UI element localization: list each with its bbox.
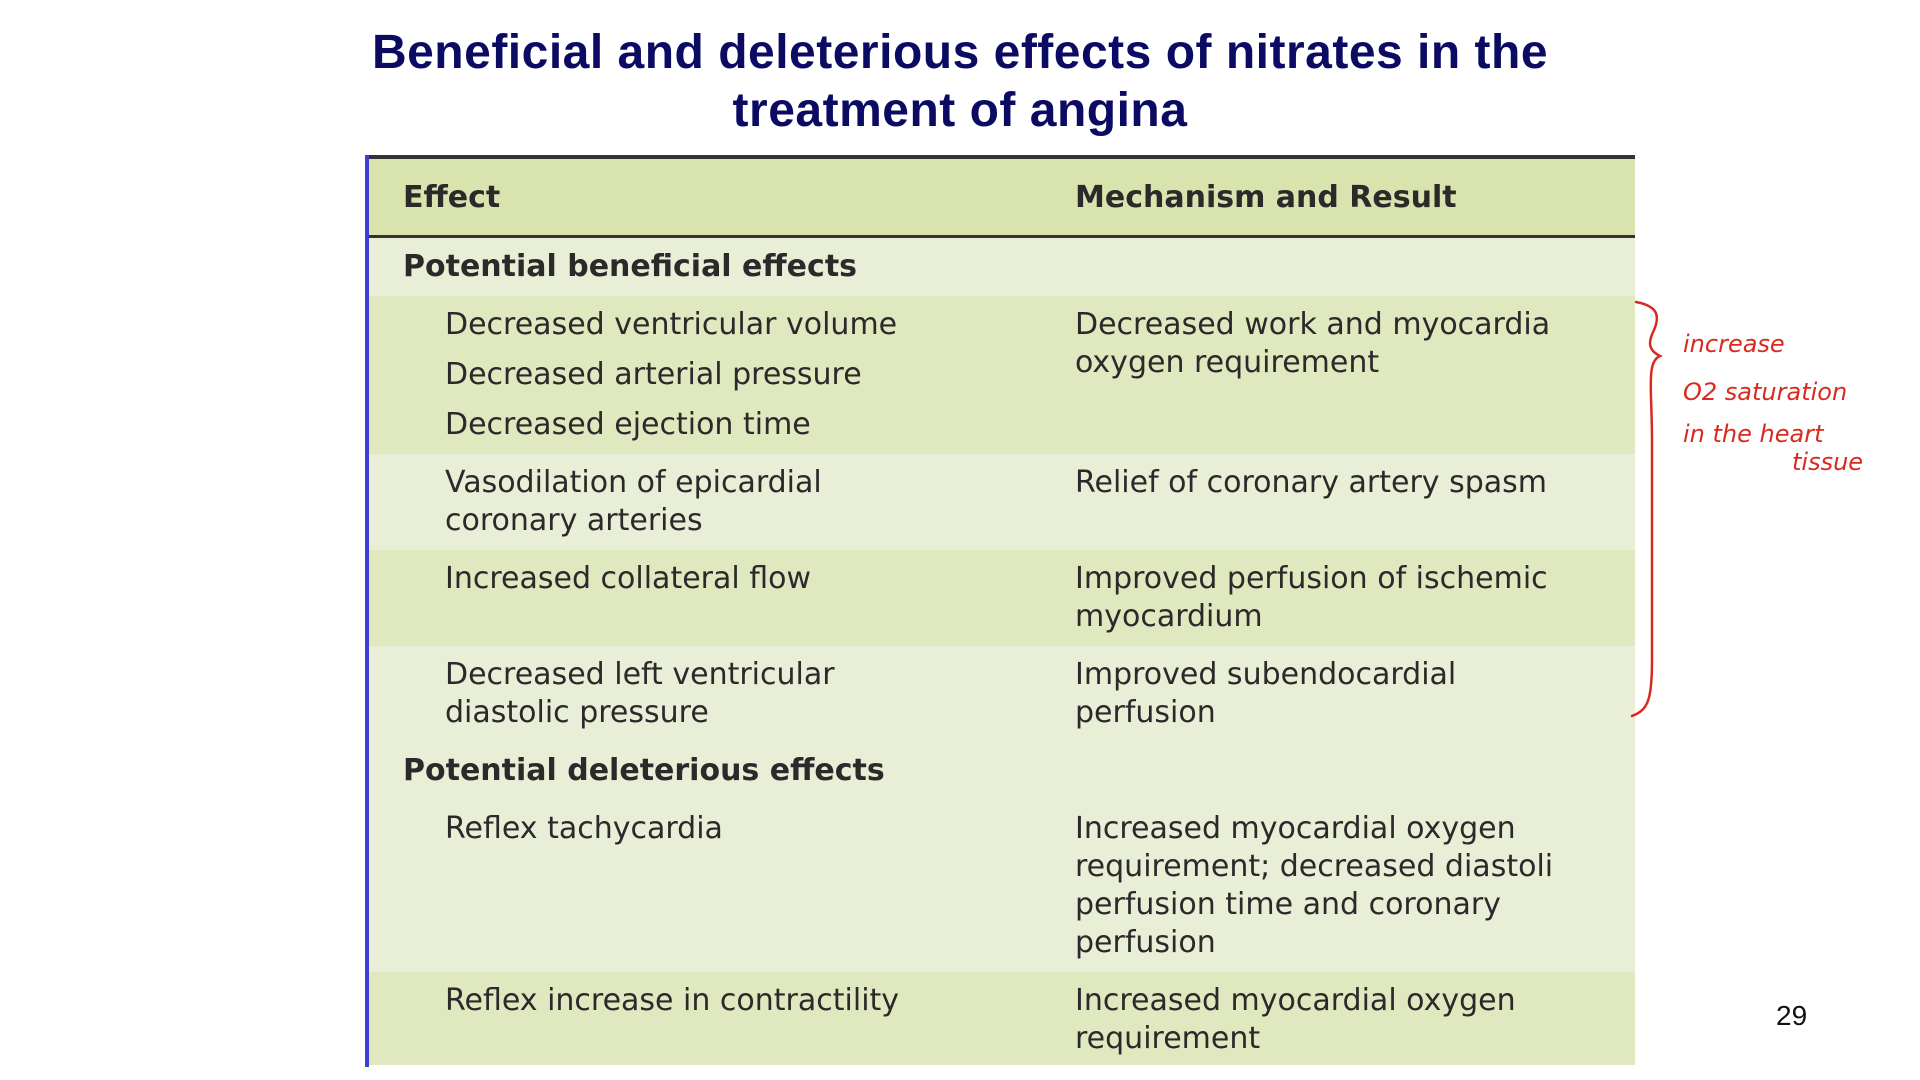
table-header-row: Effect Mechanism and Result bbox=[365, 155, 1635, 238]
section-header-beneficial: Potential beneficial effects bbox=[365, 236, 1635, 296]
effect-text: Decreased ejection time bbox=[445, 407, 811, 442]
mechanism-cell: Relief of coronary artery spasm bbox=[1061, 454, 1635, 550]
effect-cell: Reflex tachycardia bbox=[365, 800, 1061, 972]
effect-text: Decreased arterial pressure bbox=[445, 357, 862, 392]
section-header-deleterious: Potential deleterious effects bbox=[365, 742, 1635, 800]
mechanism-cell: Improved perfusion of ischemic myocardiu… bbox=[1061, 550, 1635, 646]
annotation-line-4: tissue bbox=[1792, 448, 1864, 476]
effect-cell: Reflex increase in contractility bbox=[365, 972, 1061, 1065]
mechanism-text: perfusion bbox=[1075, 695, 1216, 730]
mechanism-text: requirement; decreased diastoli bbox=[1075, 849, 1554, 884]
effect-text: Decreased ventricular volume bbox=[445, 307, 898, 342]
mechanism-cell: Increased myocardial oxygen requirement;… bbox=[1061, 800, 1635, 972]
table-row: Reflex increase in contractility Increas… bbox=[365, 972, 1635, 1065]
annotation-line-1: increase bbox=[1683, 330, 1785, 358]
column-header-mechanism: Mechanism and Result bbox=[1061, 155, 1635, 238]
mechanism-text: perfusion time and coronary bbox=[1075, 887, 1501, 922]
section-title: Potential deleterious effects bbox=[365, 742, 1635, 800]
effect-text: Reflex increase in contractility bbox=[445, 983, 900, 1018]
nitrate-effects-table: Effect Mechanism and Result Potential be… bbox=[365, 155, 1635, 1065]
nitrate-effects-table-container: Effect Mechanism and Result Potential be… bbox=[365, 155, 1635, 1065]
effect-text: coronary arteries bbox=[445, 503, 703, 538]
section-title: Potential beneficial effects bbox=[365, 236, 1635, 296]
mechanism-cell: Decreased work and myocardia oxygen requ… bbox=[1061, 296, 1635, 454]
effect-cell: Vasodilation of epicardial coronary arte… bbox=[365, 454, 1061, 550]
mechanism-text: Increased myocardial oxygen bbox=[1075, 983, 1516, 1018]
effect-text: Increased collateral flow bbox=[445, 561, 812, 596]
effect-cell: Decreased ventricular volume Decreased a… bbox=[365, 296, 1061, 454]
mechanism-text: Relief of coronary artery spasm bbox=[1075, 465, 1548, 500]
handwritten-brace-icon bbox=[1630, 300, 1663, 718]
mechanism-text: perfusion bbox=[1075, 925, 1216, 960]
mechanism-cell: Increased myocardial oxygen requirement bbox=[1061, 972, 1635, 1065]
table-row: Decreased left ventricular diastolic pre… bbox=[365, 646, 1635, 742]
table-row: Decreased ventricular volume Decreased a… bbox=[365, 296, 1635, 454]
mechanism-text: Decreased work and myocardia bbox=[1075, 307, 1551, 342]
mechanism-text: Increased myocardial oxygen bbox=[1075, 811, 1516, 846]
mechanism-text: requirement bbox=[1075, 1021, 1261, 1056]
effect-cell: Increased collateral flow bbox=[365, 550, 1061, 646]
mechanism-text: oxygen requirement bbox=[1075, 345, 1380, 380]
effect-text: diastolic pressure bbox=[445, 695, 709, 730]
table-row: Vasodilation of epicardial coronary arte… bbox=[365, 454, 1635, 550]
slide-title: Beneficial and deleterious effects of ni… bbox=[0, 24, 1920, 140]
mechanism-text: myocardium bbox=[1075, 599, 1263, 634]
annotation-line-3: in the heart bbox=[1683, 420, 1824, 448]
column-header-effect: Effect bbox=[365, 155, 1061, 238]
annotation-line-2: O2 saturation bbox=[1683, 378, 1848, 406]
effect-cell: Decreased left ventricular diastolic pre… bbox=[365, 646, 1061, 742]
mechanism-text: Improved perfusion of ischemic bbox=[1075, 561, 1548, 596]
effect-text: Reflex tachycardia bbox=[445, 811, 723, 846]
effect-text: Decreased left ventricular bbox=[445, 657, 835, 692]
slide-title-line-1: Beneficial and deleterious effects of ni… bbox=[371, 26, 1549, 79]
effect-text: Vasodilation of epicardial bbox=[445, 465, 822, 500]
mechanism-text: Improved subendocardial bbox=[1075, 657, 1457, 692]
table-row: Reflex tachycardia Increased myocardial … bbox=[365, 800, 1635, 972]
mechanism-cell: Improved subendocardial perfusion bbox=[1061, 646, 1635, 742]
slide-title-line-2: treatment of angina bbox=[732, 84, 1188, 137]
table-left-rule bbox=[365, 155, 369, 1067]
table-row: Increased collateral flow Improved perfu… bbox=[365, 550, 1635, 646]
page-number: 29 bbox=[1776, 1000, 1808, 1031]
